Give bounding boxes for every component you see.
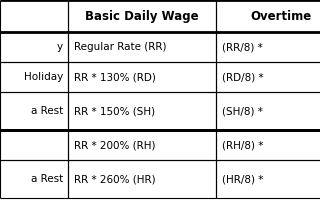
Text: a Rest: a Rest <box>31 174 63 184</box>
Text: (RR/8) *: (RR/8) * <box>222 42 263 52</box>
Bar <box>216 62 320 92</box>
Text: (HR/8) *: (HR/8) * <box>222 174 263 184</box>
Bar <box>216 160 320 198</box>
Bar <box>68 92 216 130</box>
Bar <box>68 62 216 92</box>
Bar <box>0 0 68 32</box>
Text: (RD/8) *: (RD/8) * <box>222 72 264 82</box>
Text: (RH/8) *: (RH/8) * <box>222 140 263 150</box>
Bar <box>0 32 68 62</box>
Bar <box>0 92 68 130</box>
Text: RR * 200% (RH): RR * 200% (RH) <box>74 140 156 150</box>
Bar <box>68 32 216 62</box>
Text: Basic Daily Wage: Basic Daily Wage <box>85 9 199 22</box>
Bar <box>216 32 320 62</box>
Text: RR * 260% (HR): RR * 260% (HR) <box>74 174 156 184</box>
Bar <box>216 130 320 160</box>
Bar <box>0 130 68 160</box>
Text: Holiday: Holiday <box>24 72 63 82</box>
Text: y: y <box>57 42 63 52</box>
Text: a Rest: a Rest <box>31 106 63 116</box>
Text: RR * 150% (SH): RR * 150% (SH) <box>74 106 155 116</box>
Text: Overtime: Overtime <box>250 9 312 22</box>
Bar <box>0 160 68 198</box>
Text: (SH/8) *: (SH/8) * <box>222 106 263 116</box>
Bar <box>68 130 216 160</box>
Bar <box>216 0 320 32</box>
Bar <box>68 0 216 32</box>
Bar <box>68 160 216 198</box>
Text: RR * 130% (RD): RR * 130% (RD) <box>74 72 156 82</box>
Text: Regular Rate (RR): Regular Rate (RR) <box>74 42 166 52</box>
Bar <box>0 62 68 92</box>
Bar <box>216 92 320 130</box>
